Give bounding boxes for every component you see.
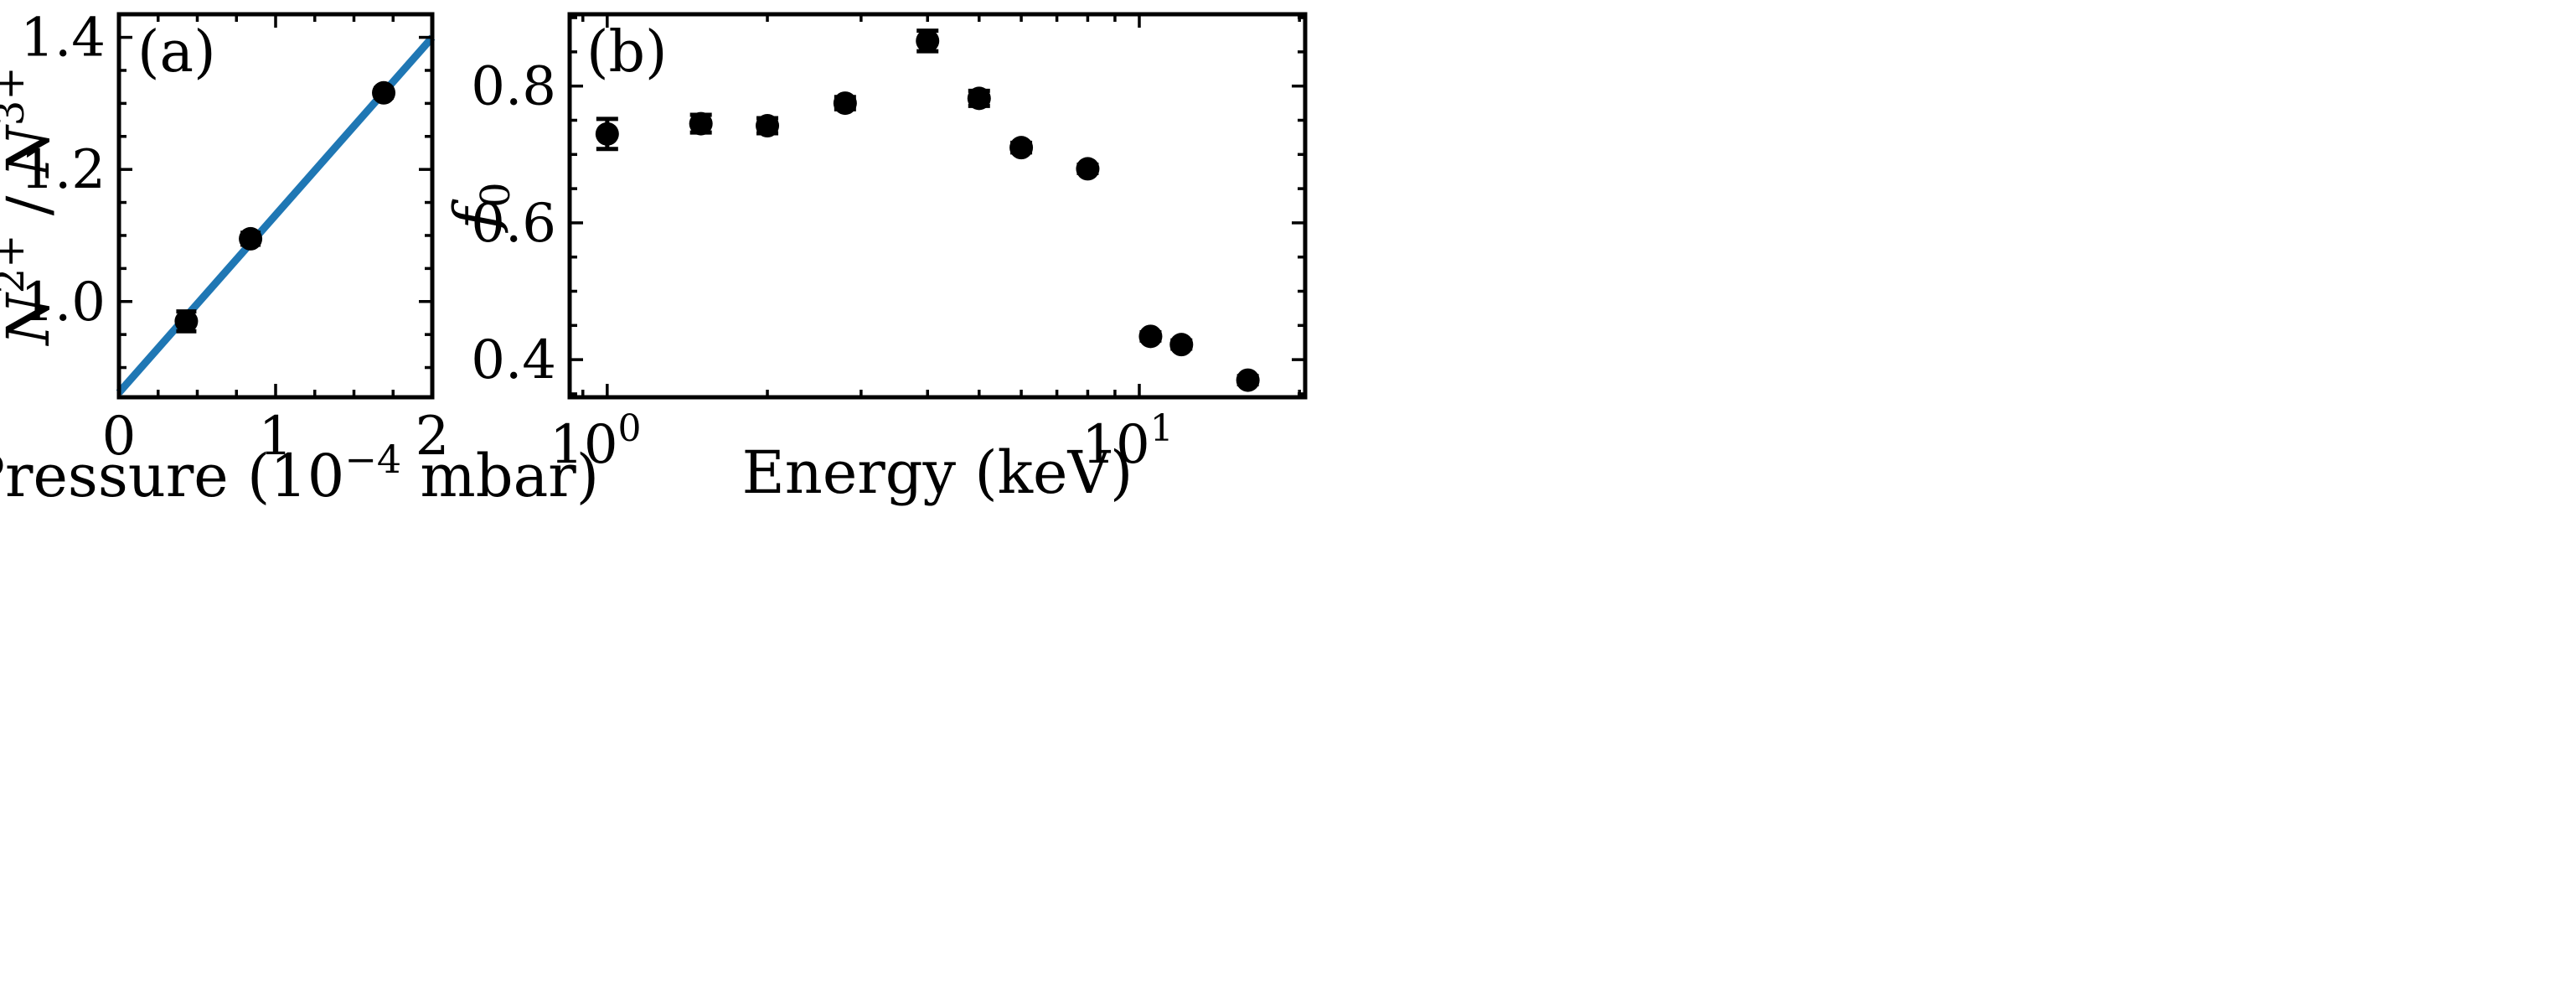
y-axis-label-a: N2+ / N3+ <box>0 66 63 346</box>
marker <box>1076 157 1100 181</box>
x-tick-label: 1 <box>259 406 293 468</box>
marker <box>1138 324 1163 349</box>
x-axis-label-b: Energy (keV) <box>742 438 1133 507</box>
y-tick-label: 1.2 <box>20 139 106 201</box>
panel-b: 100 101 0.4 0.6 0.8 (b) Energy (keV) f0 <box>441 12 1308 507</box>
marker <box>174 309 199 334</box>
panel-a: 0 1 2 1.0 1.2 1.4 (a) Pressure (10−4 mbar) N2… <box>0 8 599 510</box>
marker <box>756 114 780 138</box>
data-point <box>756 114 780 138</box>
y-tick-label: 1.0 <box>20 272 106 334</box>
marker <box>1169 333 1194 357</box>
y-tick-label: 0.8 <box>471 56 556 118</box>
marker <box>1236 368 1260 392</box>
data-point <box>1076 157 1100 181</box>
data-point <box>595 116 619 152</box>
plot-frame-b <box>567 12 1308 400</box>
x-tick-label: 100 <box>550 407 641 476</box>
data-points-layer <box>595 28 1260 392</box>
marker <box>372 80 396 105</box>
data-points-layer <box>174 80 396 334</box>
marker <box>239 226 263 251</box>
data-point <box>1138 324 1163 349</box>
y-tick-label: 0.4 <box>471 329 556 391</box>
marker <box>595 122 619 146</box>
marker <box>967 86 991 111</box>
marker <box>1009 136 1034 160</box>
x-tick-label: 0 <box>102 406 137 468</box>
data-point <box>372 80 396 105</box>
data-point <box>239 226 263 251</box>
plot-frame-a <box>116 12 435 400</box>
y-axis-label-b: f0 <box>441 182 519 233</box>
data-point <box>689 111 713 136</box>
data-point <box>833 91 857 116</box>
y-tick-label: 1.4 <box>20 8 106 70</box>
x-axis-label-a: Pressure (10−4 mbar) <box>0 437 599 510</box>
panel-label-b: (b) <box>586 19 668 85</box>
marker <box>833 91 857 116</box>
x-tick-label: 101 <box>1082 407 1173 476</box>
y-tick-label: 0.6 <box>471 193 556 255</box>
marker <box>916 28 940 53</box>
ticks-layer: 0 1 2 1.0 1.2 1.4 <box>20 8 449 468</box>
data-point <box>174 309 199 334</box>
data-point <box>1009 136 1034 160</box>
ticks-layer: 100 101 0.4 0.6 0.8 <box>471 14 1305 476</box>
marker <box>689 111 713 136</box>
data-point <box>967 86 991 111</box>
data-point <box>1236 368 1260 392</box>
data-point <box>916 28 940 54</box>
data-point <box>1169 333 1194 357</box>
x-tick-label: 2 <box>416 406 450 468</box>
panel-label-a: (a) <box>137 19 216 85</box>
